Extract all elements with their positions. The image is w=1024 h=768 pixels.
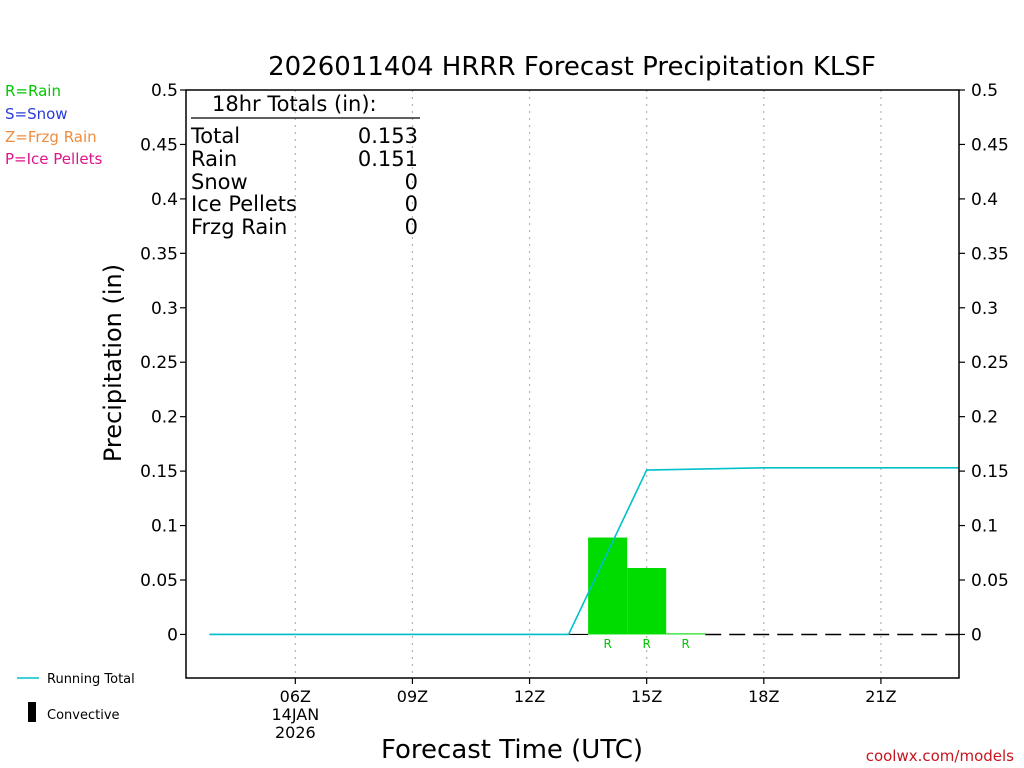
totals-box: 18hr Totals (in): Total 0.153 Rain 0.151… [190, 92, 420, 239]
y-tick-label-right-0.05: 0.05 [971, 571, 1009, 591]
y-tick-label-left-0: 0 [167, 625, 178, 645]
precipitation-bars [588, 537, 706, 635]
x-axis-label: Forecast Time (UTC) [381, 735, 643, 765]
y-tick-label-right-0.45: 0.45 [971, 135, 1009, 155]
vertical-grid-lines [294, 90, 882, 678]
y-axis-right: 0 0.05 0.1 0.15 0.2 0.25 0.3 0.35 0.4 0.45 0.5 [959, 81, 1009, 645]
y-tick-label-left-0.45: 0.45 [140, 135, 178, 155]
x-tick-label-18Z: 18Z [748, 687, 779, 706]
convective-legend-label: Convective [47, 708, 120, 723]
precip-type-legend: R=Rain S=Snow Z=Frzg Rain P=Ice Pellets [5, 82, 102, 168]
totals-label-rain: Rain [191, 147, 237, 171]
running-total-legend-label: Running Total [47, 672, 135, 687]
y-tick-label-right-0.3: 0.3 [971, 299, 998, 319]
y-tick-label-right-0.2: 0.2 [971, 408, 998, 428]
totals-label-total: Total [190, 124, 240, 148]
y-tick-label-right-0.1: 0.1 [971, 517, 998, 537]
totals-value-ice-pellets: 0 [405, 192, 418, 216]
y-tick-label-left-0.15: 0.15 [140, 462, 178, 482]
y-tick-label-left-0.3: 0.3 [151, 299, 178, 319]
y-tick-label-left-0.5: 0.5 [151, 81, 178, 101]
y-tick-label-left-0.2: 0.2 [151, 408, 178, 428]
series-legend: Running Total Convective [17, 672, 135, 723]
plot-frame [185, 89, 960, 679]
totals-value-rain: 0.151 [358, 147, 418, 171]
convective-swatch [28, 702, 36, 722]
x-tick-sublabel-14JAN: 14JAN [271, 705, 319, 724]
running-total-line [209, 467, 959, 636]
x-tick-label-09Z: 09Z [397, 687, 428, 706]
credit-text: coolwx.com/models [866, 747, 1014, 765]
y-tick-label-right-0: 0 [971, 625, 982, 645]
totals-label-frzg-rain: Frzg Rain [191, 215, 287, 239]
y-tick-label-right-0.15: 0.15 [971, 462, 1009, 482]
precip-type-label-2: R [682, 637, 690, 651]
totals-value-total: 0.153 [358, 124, 418, 148]
precip-bar-2 [666, 633, 706, 635]
legend-ice-pellets: P=Ice Pellets [5, 150, 102, 168]
precip-bar-1 [627, 568, 667, 635]
y-tick-label-left-0.05: 0.05 [140, 571, 178, 591]
x-tick-label-15Z: 15Z [631, 687, 662, 706]
y-tick-label-right-0.35: 0.35 [971, 244, 1009, 264]
y-tick-label-left-0.1: 0.1 [151, 517, 178, 537]
totals-label-snow: Snow [191, 170, 248, 194]
totals-label-ice-pellets: Ice Pellets [191, 192, 297, 216]
precip-type-label-0: R [603, 637, 611, 651]
running-total-series [209, 467, 959, 636]
y-tick-label-right-0.25: 0.25 [971, 353, 1009, 373]
y-axis-left: 0 0.05 0.1 0.15 0.2 0.25 0.3 0.35 0.4 0.45 0.5 [140, 81, 186, 645]
y-tick-label-right-0.4: 0.4 [971, 190, 998, 210]
legend-freezing-rain: Z=Frzg Rain [5, 128, 97, 146]
x-tick-label-06Z: 06Z [280, 687, 311, 706]
legend-rain: R=Rain [5, 82, 61, 100]
y-tick-label-left-0.35: 0.35 [140, 244, 178, 264]
y-tick-label-right-0.5: 0.5 [971, 81, 998, 101]
totals-heading: 18hr Totals (in): [212, 92, 377, 116]
x-tick-label-12Z: 12Z [514, 687, 545, 706]
totals-value-snow: 0 [405, 170, 418, 194]
legend-snow: S=Snow [5, 105, 68, 123]
y-tick-label-left-0.25: 0.25 [140, 353, 178, 373]
x-tick-sublabel-2026: 2026 [275, 723, 316, 742]
y-tick-label-left-0.4: 0.4 [151, 190, 178, 210]
y-axis-label: Precipitation (in) [99, 264, 127, 462]
precip-type-label-1: R [643, 637, 651, 651]
chart-title: 2026011404 HRRR Forecast Precipitation K… [268, 52, 876, 82]
totals-value-frzg-rain: 0 [405, 215, 418, 239]
x-tick-label-21Z: 21Z [865, 687, 896, 706]
